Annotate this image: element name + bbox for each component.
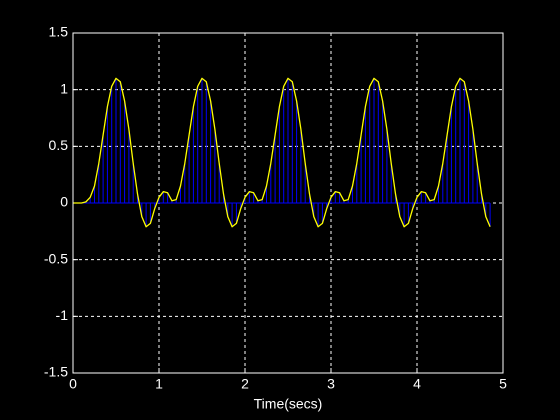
x-tick-label: 0	[69, 376, 77, 392]
signal-line	[73, 77, 491, 228]
y-tick-label: -1	[56, 307, 69, 323]
x-tick-label: 2	[241, 376, 249, 392]
x-axis-label: Time(secs)	[254, 396, 323, 412]
y-tick-label: 0.5	[49, 137, 69, 153]
axes-box	[72, 32, 504, 374]
y-tick-label: 1	[60, 80, 68, 96]
x-tick-label: 3	[327, 376, 335, 392]
x-tick-label: 5	[499, 376, 507, 392]
y-tick-label: 1.5	[49, 24, 69, 40]
y-tick-label: -1.5	[44, 364, 68, 380]
y-tick-label: 0	[60, 194, 68, 210]
y-tick-label: -0.5	[44, 250, 68, 266]
x-tick-label: 1	[155, 376, 163, 392]
x-tick-label: 4	[413, 376, 421, 392]
